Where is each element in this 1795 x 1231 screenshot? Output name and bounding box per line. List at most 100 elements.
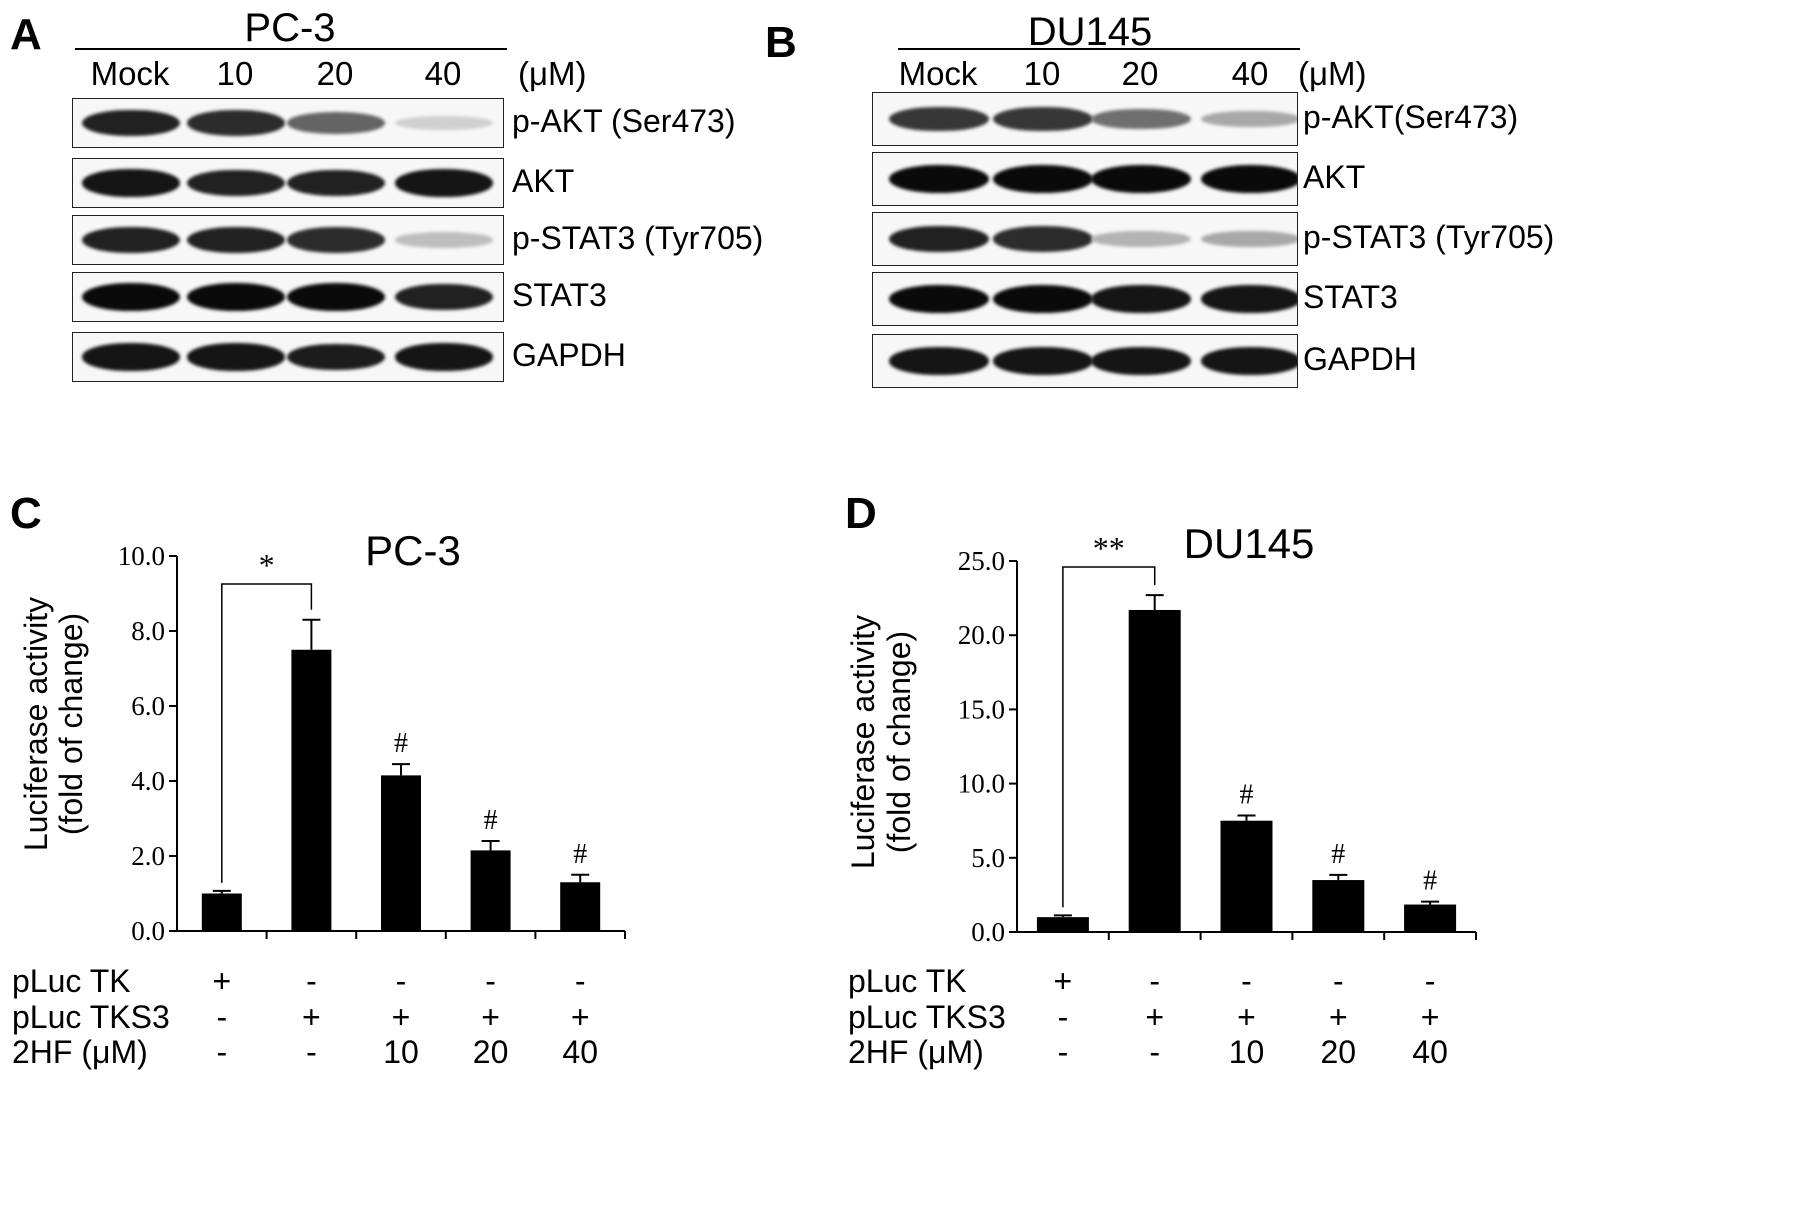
band-B-1-3 [1201, 165, 1297, 193]
band-A-4-1 [187, 343, 285, 371]
y-axis-label-c-2: (fold of change) [53, 613, 89, 835]
condition-value-c-1-3: + [481, 999, 500, 1035]
band-B-0-1 [993, 106, 1093, 132]
condition-value-d-0-2: - [1241, 963, 1252, 999]
y-axis-label-d-1: Luciferase activity [845, 615, 881, 869]
condition-value-d-2-2: 10 [1228, 1034, 1265, 1070]
condition-value-d-0-3: - [1332, 963, 1344, 999]
condition-label-c-1: pLuc TKS3 [12, 999, 170, 1035]
lane-label-A-0: Mock [90, 55, 170, 92]
band-B-2-3 [1201, 230, 1297, 248]
condition-value-c-0-3: - [485, 963, 496, 999]
condition-value-d-1-4: + [1420, 999, 1440, 1035]
blot-label-B-3: STAT3 [1303, 279, 1398, 315]
condition-value-c-2-3: 20 [472, 1034, 509, 1070]
significance-mark-d-4: # [1423, 866, 1437, 897]
band-A-2-1 [187, 226, 285, 254]
y-tick-label-c-1: 2.0 [131, 841, 165, 871]
blot-b-title: DU145 [1027, 10, 1153, 54]
panel-letter-c: C [10, 489, 42, 538]
band-A-3-0 [82, 283, 180, 311]
condition-value-d-2-1: - [1149, 1034, 1161, 1070]
significance-bracket-c [221, 583, 313, 883]
y-tick-label-d-5: 25.0 [958, 546, 1005, 576]
y-tick-label-d-0: 0.0 [971, 917, 1005, 947]
y-tick-label-c-5: 10.0 [118, 541, 165, 571]
condition-value-d-2-4: 40 [1412, 1034, 1448, 1070]
y-axis-label-c-1: Luciferase activity [18, 597, 54, 851]
band-B-3-1 [993, 285, 1093, 313]
lane-label-B-0: Mock [898, 55, 978, 92]
y-tick-label-c-4: 8.0 [131, 616, 165, 646]
bar-d-0 [1036, 917, 1089, 932]
condition-value-d-0-1: - [1149, 963, 1161, 999]
condition-label-d-0: pLuc TK [848, 963, 967, 999]
band-B-1-1 [993, 165, 1093, 193]
band-B-4-2 [1091, 347, 1191, 375]
condition-value-c-1-0: - [216, 999, 228, 1035]
band-B-3-0 [889, 285, 989, 313]
bracket-label-c: * [259, 547, 275, 583]
lane-label-B-3: 40 [1231, 55, 1269, 92]
bar-d-3 [1312, 880, 1365, 932]
band-A-1-2 [287, 169, 385, 197]
condition-value-d-2-0: - [1057, 1034, 1069, 1070]
band-A-4-2 [287, 343, 385, 371]
band-A-2-2 [287, 227, 385, 253]
band-B-4-1 [993, 347, 1093, 375]
blot-label-A-0: p-AKT (Ser473) [512, 103, 736, 139]
panel-letter-b: B [765, 18, 797, 67]
significance-mark-d-2: # [1240, 780, 1254, 811]
condition-value-d-1-1: + [1145, 999, 1165, 1035]
band-B-0-0 [889, 106, 989, 132]
band-A-3-1 [187, 283, 285, 311]
condition-label-c-0: pLuc TK [12, 963, 131, 999]
bar-c-2 [381, 775, 421, 931]
significance-bracket-d [1062, 566, 1156, 908]
condition-value-d-0-0: + [1053, 963, 1073, 999]
lane-label-A-2: 20 [316, 55, 354, 92]
lane-label-A-1: 10 [216, 55, 254, 92]
blot-a-title: PC-3 [244, 6, 336, 50]
blot-label-A-1: AKT [512, 163, 575, 199]
band-B-0-2 [1091, 108, 1191, 130]
band-B-2-1 [993, 226, 1093, 252]
unit-label-B: (μM) [1298, 55, 1367, 92]
bar-c-1 [291, 649, 332, 931]
condition-value-d-0-4: - [1424, 963, 1436, 999]
condition-value-c-1-4: + [570, 999, 590, 1035]
blot-strip-B-1 [872, 152, 1298, 206]
band-A-1-0 [82, 169, 180, 197]
condition-value-c-0-1: - [306, 963, 317, 999]
blot-label-B-2: p-STAT3 (Tyr705) [1303, 219, 1555, 255]
blot-strip-A-0 [72, 98, 504, 148]
condition-label-d-1: pLuc TKS3 [848, 999, 1006, 1035]
band-A-2-3 [395, 232, 493, 248]
band-A-1-3 [395, 169, 493, 197]
condition-label-c-2: 2HF (μM) [12, 1034, 148, 1070]
bar-d-2 [1220, 820, 1273, 932]
condition-value-d-2-3: 20 [1320, 1034, 1357, 1070]
band-A-0-2 [287, 112, 385, 134]
blot-a-title-rule [75, 48, 507, 50]
unit-label-A: (μM) [518, 55, 587, 92]
band-A-1-1 [187, 169, 285, 197]
chart-title-d: DU145 [1184, 520, 1315, 567]
significance-mark-c-4: # [573, 839, 587, 870]
band-B-1-0 [889, 165, 989, 193]
lane-label-B-1: 10 [1023, 55, 1061, 92]
bar-d-4 [1404, 904, 1457, 932]
y-axis-label-d-2: (fold of change) [881, 631, 917, 853]
band-B-3-2 [1091, 285, 1191, 313]
lane-label-B-2: 20 [1121, 55, 1159, 92]
blot-strip-A-4 [72, 332, 504, 382]
panel-letter-d: D [845, 489, 877, 538]
condition-value-c-2-0: - [216, 1034, 228, 1070]
condition-value-d-1-0: - [1057, 999, 1069, 1035]
band-B-2-2 [1091, 231, 1191, 247]
blot-label-B-4: GAPDH [1303, 341, 1417, 377]
blot-label-A-3: STAT3 [512, 277, 607, 313]
y-tick-label-c-3: 6.0 [131, 691, 165, 721]
band-B-4-3 [1201, 347, 1297, 375]
